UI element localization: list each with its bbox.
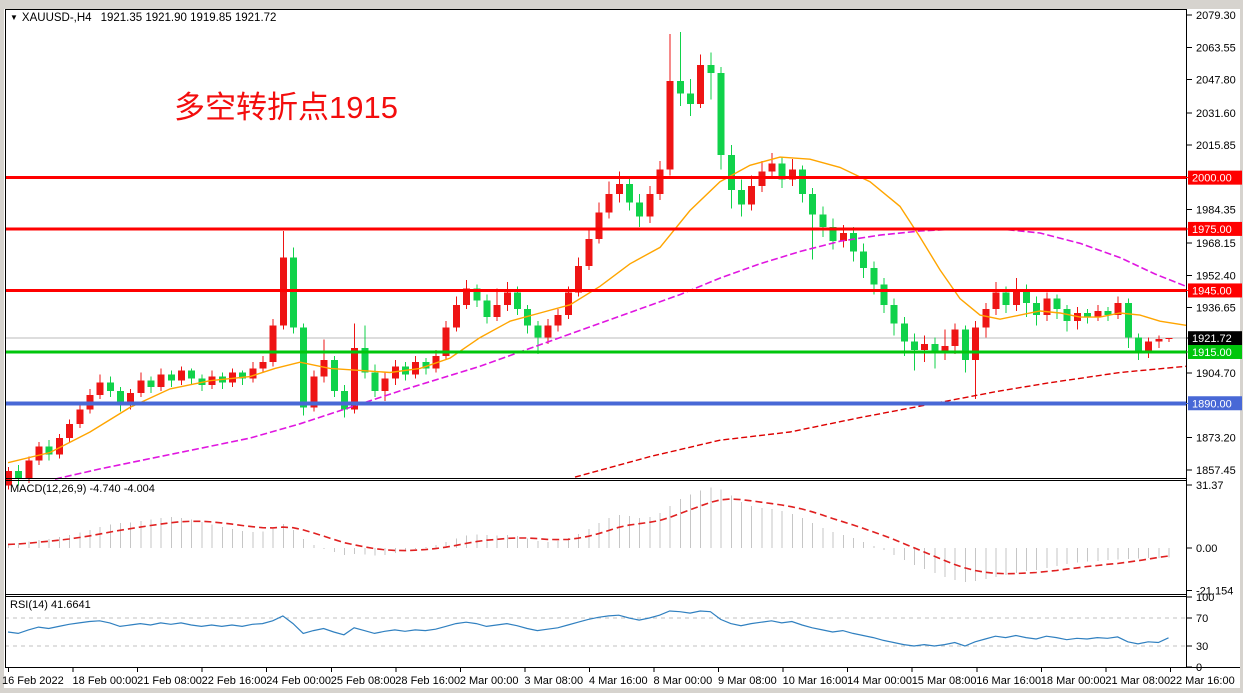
bottom-chrome-strip [0,688,1243,693]
price-tick-label: 1936.65 [1196,303,1236,315]
macd-histogram [8,487,1170,583]
macd-values: -4.740 -4.004 [89,483,155,495]
date-label: 28 Feb 16:00 [395,675,460,687]
ohlc-readout: 1921.35 1921.90 1919.85 1921.72 [100,12,277,24]
symbol-period-label: XAUUSD-,H4 [21,12,92,24]
date-label: 21 Mar 08:00 [1105,675,1170,687]
rsi-panel[interactable] [5,610,1186,647]
date-label: 16 Mar 16:00 [976,675,1041,687]
price-tick-label: 1857.45 [1196,465,1236,477]
symbol-readout: ▼ XAUUSD-,H4 1921.35 1921.90 1919.85 1921.… [10,12,276,24]
price-tag-1975.00 [1188,221,1242,236]
macd-tick-label: 0.00 [1196,543,1217,555]
time-axis[interactable]: 16 Feb 2022 18 Feb 00:00 21 Feb 08:00 22 Fe… [2,668,1235,687]
ma-mid-line [54,228,1187,480]
date-label: 3 Mar 08:00 [524,675,583,687]
date-label: 14 Mar 00:00 [847,675,912,687]
price-tag-text: 1921.72 [1192,333,1232,345]
date-label: 25 Feb 08:00 [331,675,396,687]
ma-slow-line [574,365,1187,478]
price-tag-text: 1890.00 [1192,398,1232,410]
date-label: 9 Mar 08:00 [718,675,777,687]
date-label: 15 Mar 08:00 [912,675,977,687]
price-tick-label: 2015.85 [1196,140,1236,152]
date-label: 18 Feb 00:00 [73,675,138,687]
date-label: 10 Mar 16:00 [783,675,848,687]
price-tick-label: 2079.30 [1196,10,1236,22]
date-label: 8 Mar 00:00 [654,675,713,687]
price-tick-label: 2031.60 [1196,108,1236,120]
macd-indicator-label: MACD(12,26,9) -4.740 -4.004 [10,483,155,495]
rsi-tick-label: 30 [1196,641,1208,653]
macd-tick-label: -21.154 [1196,586,1233,598]
price-tick-label: 1952.40 [1196,270,1236,282]
price-axis[interactable]: 2079.30 2063.55 2047.80 2031.60 2015.85 1984.… [1186,10,1242,674]
date-label: 22 Feb 16:00 [202,675,267,687]
ma-fast-line [7,156,1187,464]
rsi-line [7,610,1169,647]
macd-panel[interactable] [7,487,1170,583]
date-label: 22 Mar 16:00 [1170,675,1235,687]
date-label: 21 Feb 08:00 [137,675,202,687]
macd-signal-line [7,498,1169,575]
main-price-panel[interactable] [5,32,1187,490]
date-label: 16 Feb 2022 [2,675,64,687]
rsi-indicator-label: RSI(14) 41.6641 [10,599,91,611]
chart-background [4,9,1240,688]
price-tick-label: 1968.15 [1196,238,1236,250]
price-tag-1915.00 [1188,344,1242,359]
rsi-value: 41.6641 [50,599,91,611]
date-label: 2 Mar 00:00 [460,675,519,687]
price-tick-label: 2063.55 [1196,42,1236,54]
price-tick-label: 2047.80 [1196,75,1236,87]
price-tag-1921.72 [1188,331,1242,346]
rsi-name: RSI(14) [10,599,48,611]
rsi-tick-label: 70 [1196,613,1208,625]
macd-name: MACD(12,26,9) [10,483,87,495]
rsi-tick-label: 0 [1196,662,1202,674]
rsi-tick-label: 100 [1196,592,1214,604]
price-tag-text: 1945.00 [1192,285,1232,297]
price-tag-2000.00 [1188,170,1242,185]
price-tag-1890.00 [1188,396,1242,411]
price-tag-text: 2000.00 [1192,173,1232,185]
date-label: 4 Mar 16:00 [589,675,648,687]
macd-tick-label: 31.37 [1196,480,1224,492]
price-tick-label: 1984.35 [1196,205,1236,217]
date-label: 24 Feb 00:00 [266,675,331,687]
date-label: 18 Mar 00:00 [1041,675,1106,687]
price-tag-text: 1975.00 [1192,224,1232,236]
price-tag-1945.00 [1188,283,1242,298]
price-tick-label: 1904.70 [1196,368,1236,380]
price-tag-text: 1915.00 [1192,347,1232,359]
symbol-dropdown-icon[interactable]: ▼ [10,13,18,22]
annotation-text: 多空转折点1915 [174,90,398,125]
price-tick-label: 1873.20 [1196,433,1236,445]
